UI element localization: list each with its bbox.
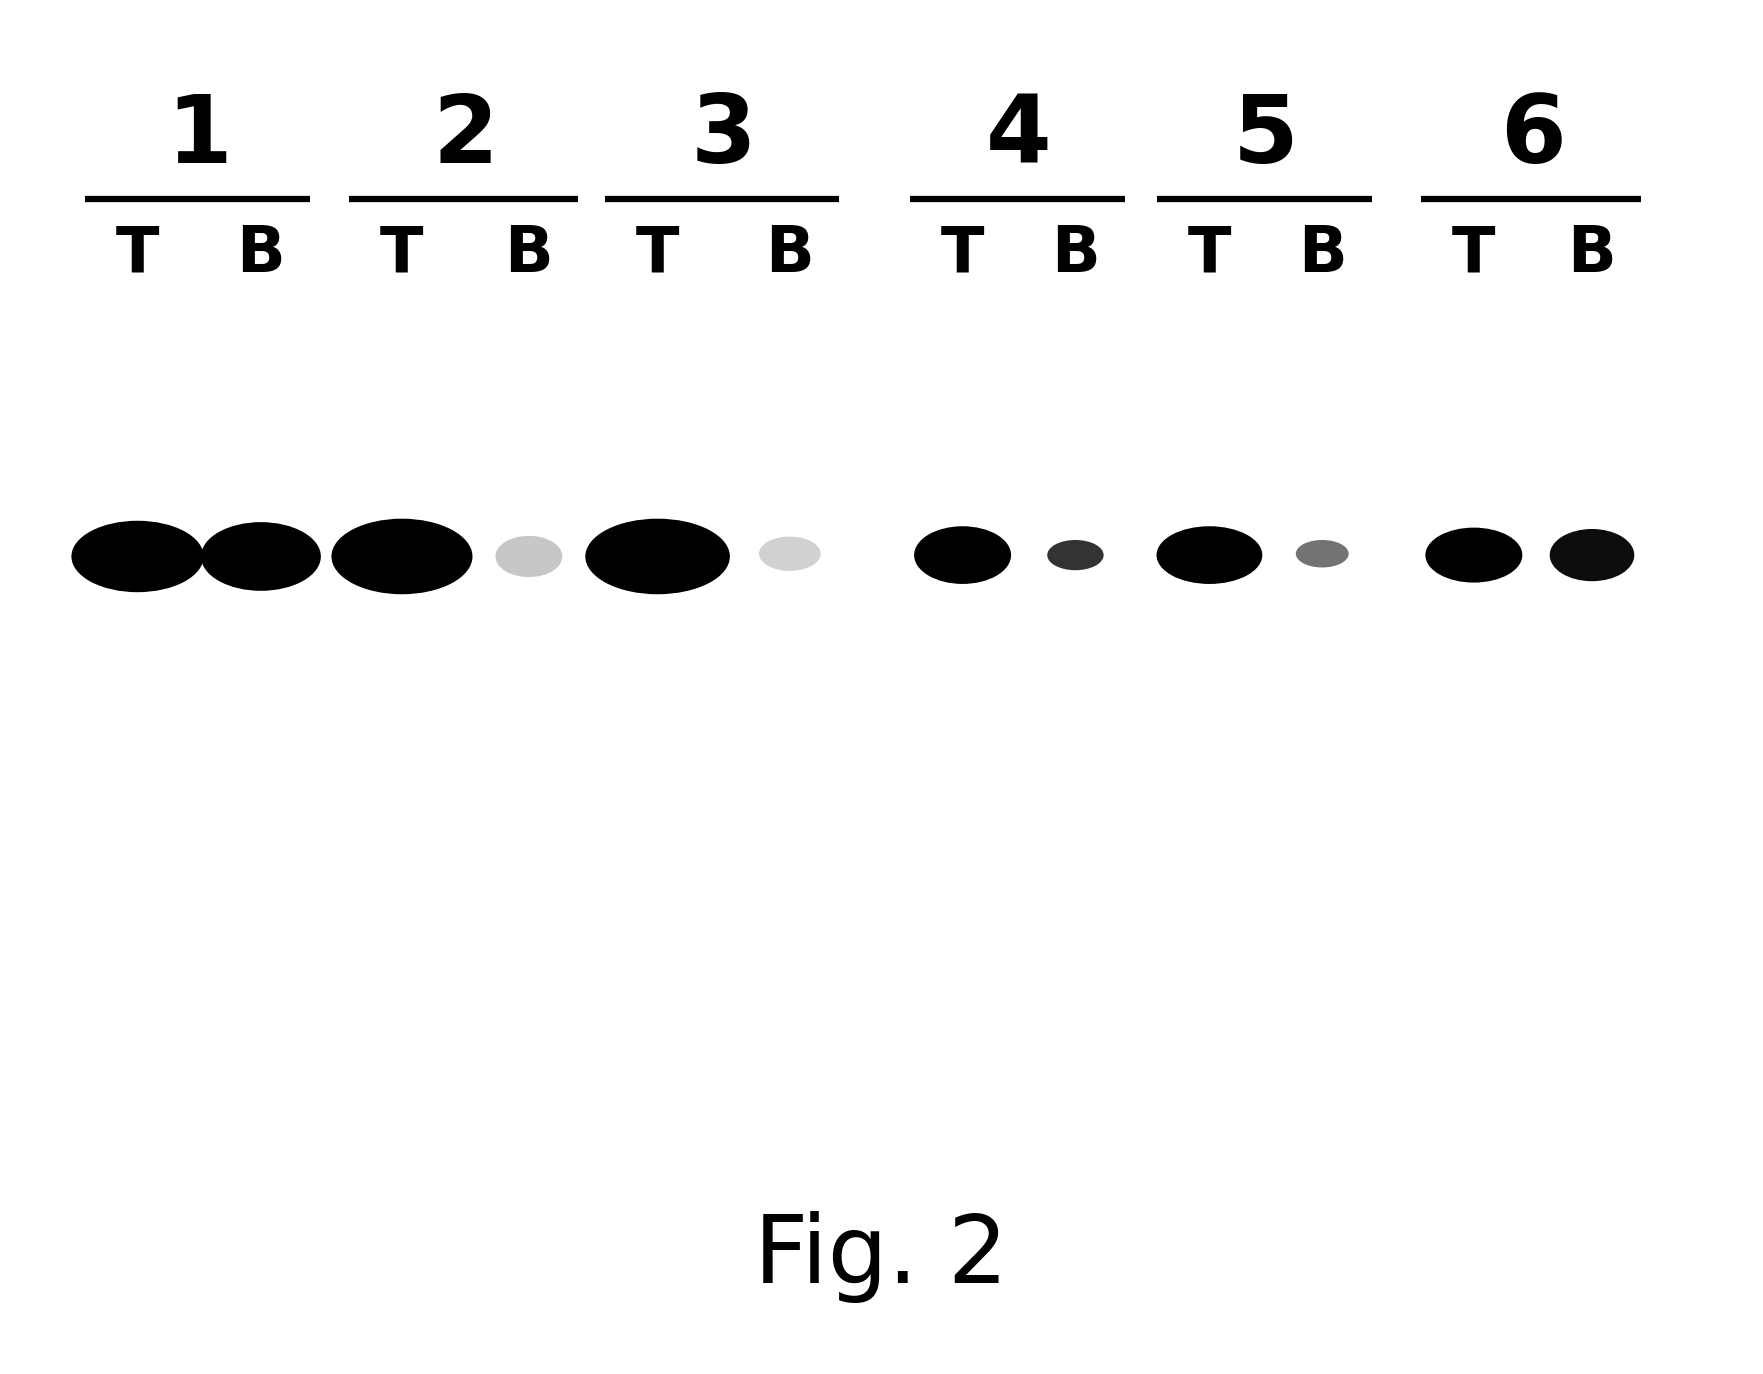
Ellipse shape [760,537,822,572]
Text: B: B [236,223,286,286]
Ellipse shape [201,522,321,591]
Text: T: T [1188,223,1231,286]
Ellipse shape [1157,526,1262,584]
Ellipse shape [1550,529,1634,581]
Text: 2: 2 [432,92,499,183]
Text: T: T [381,223,423,286]
Text: 6: 6 [1500,92,1566,183]
Text: B: B [1298,223,1347,286]
Text: B: B [1567,223,1617,286]
Ellipse shape [1425,528,1521,583]
Ellipse shape [1296,540,1349,567]
Text: T: T [1453,223,1495,286]
Text: T: T [941,223,984,286]
Text: T: T [116,223,159,286]
Text: 4: 4 [986,92,1053,183]
Ellipse shape [331,519,472,595]
Text: B: B [1051,223,1100,286]
Ellipse shape [71,521,203,592]
Ellipse shape [495,536,562,577]
Text: 1: 1 [166,92,233,183]
Text: 3: 3 [691,92,756,183]
Text: T: T [636,223,679,286]
Text: Fig. 2: Fig. 2 [755,1212,1008,1303]
Text: B: B [504,223,554,286]
Text: B: B [765,223,815,286]
Ellipse shape [915,526,1012,584]
Text: 5: 5 [1232,92,1299,183]
Ellipse shape [585,519,730,595]
Ellipse shape [1047,540,1104,570]
